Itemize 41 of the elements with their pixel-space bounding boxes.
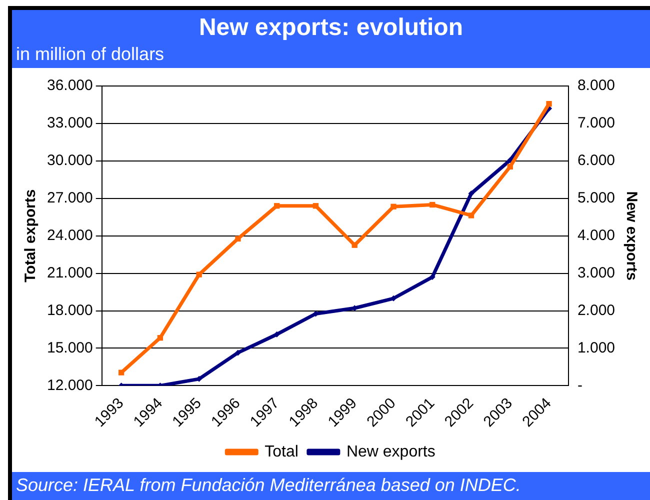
- point: [430, 202, 436, 208]
- point: [157, 335, 164, 341]
- y2-tick-label: -: [577, 376, 582, 394]
- y-tick-label: 27.000: [46, 190, 93, 207]
- y-tick-label: 18.000: [46, 302, 93, 319]
- y2-tick-label: 7.000: [577, 114, 616, 132]
- y-axis-title: Total exports: [22, 189, 40, 282]
- point: [234, 350, 241, 356]
- source-note: Source: IERAL from Fundación Mediterránea based on INDEC.: [12, 472, 650, 500]
- point: [468, 190, 474, 197]
- legend-label: New exports: [346, 443, 436, 460]
- point: [429, 274, 436, 280]
- point: [546, 101, 552, 107]
- y-tick-label: 36.000: [46, 77, 93, 94]
- point: [118, 370, 124, 376]
- y2-tick-label: 1.000: [577, 339, 616, 356]
- y2-axis-title: New exports: [622, 191, 640, 280]
- chart-subtitle: in million of dollars: [12, 44, 650, 68]
- point: [352, 242, 358, 248]
- y2-tick-label: 5.000: [577, 190, 616, 207]
- point: [274, 331, 280, 338]
- point: [235, 236, 241, 242]
- point: [468, 212, 474, 218]
- y-tick-label: 15.000: [46, 339, 93, 356]
- y-tick-label: 30.000: [46, 152, 93, 170]
- legend-label: Total: [264, 443, 298, 460]
- chart-title: New exports: evolution: [12, 10, 650, 44]
- y2-tick-label: 3.000: [577, 264, 616, 282]
- y-tick-label: 21.000: [46, 264, 93, 282]
- y2-tick-label: 4.000: [577, 226, 616, 244]
- point: [390, 204, 396, 210]
- y-tick-label: 12.000: [46, 376, 93, 394]
- y-tick-label: 24.000: [46, 226, 93, 244]
- y2-tick-label: 2.000: [577, 302, 616, 319]
- point: [196, 272, 202, 278]
- point: [312, 203, 319, 209]
- point: [274, 203, 280, 209]
- y2-tick-label: 8.000: [577, 77, 616, 94]
- y2-tick-label: 6.000: [577, 152, 616, 170]
- point: [507, 164, 513, 170]
- y-tick-label: 33.000: [46, 114, 93, 132]
